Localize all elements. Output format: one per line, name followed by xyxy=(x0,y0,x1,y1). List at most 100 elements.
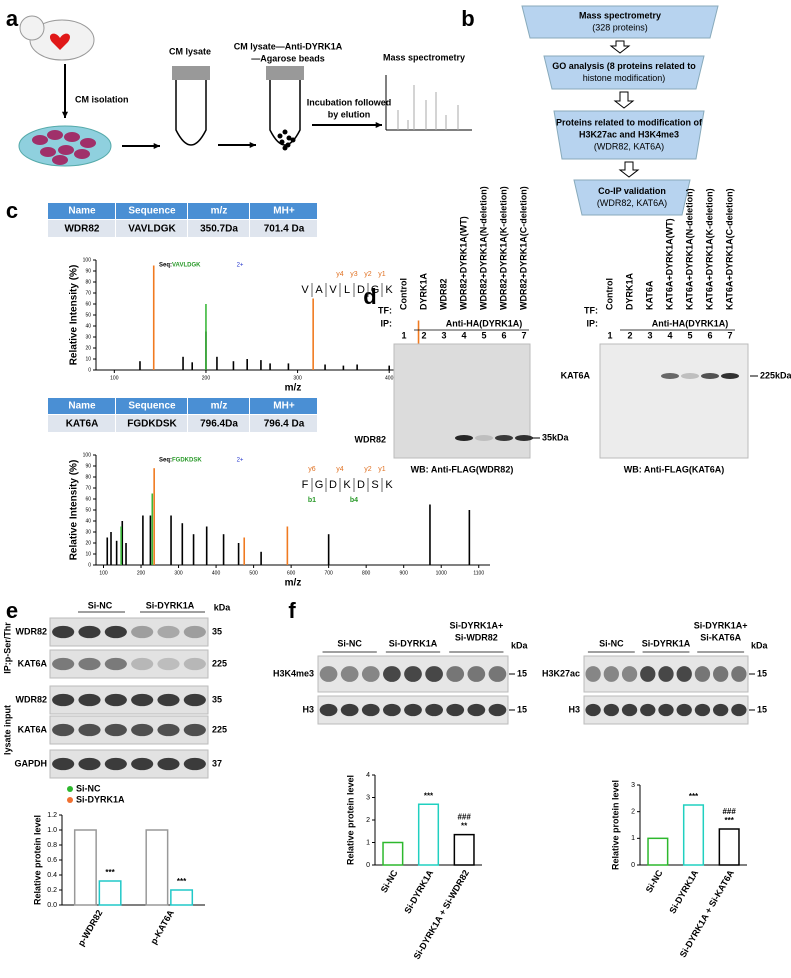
y-tick-label: 0 xyxy=(88,367,91,373)
band xyxy=(361,703,380,717)
lane-number: 1 xyxy=(607,330,612,340)
seq-prefix: Seq: xyxy=(159,263,172,269)
flow-text: (WDR82, KAT6A) xyxy=(594,141,664,151)
y-tick-label: 0 xyxy=(631,862,635,869)
significance: *** xyxy=(105,868,115,877)
mouse-head xyxy=(19,15,45,41)
y-tick-label: 100 xyxy=(83,257,92,263)
y-axis-label: Relative Intensity (%) xyxy=(69,460,80,561)
lane-number: 2 xyxy=(627,330,632,340)
panel-label: c xyxy=(6,198,18,223)
residue: V xyxy=(329,284,337,296)
table-cell xyxy=(48,415,115,432)
x-tick-label: 200 xyxy=(137,570,146,576)
table-header-cell xyxy=(250,398,317,414)
label: CM lysate—Anti-DYRK1A xyxy=(234,41,343,51)
x-axis-label: m/z xyxy=(285,383,302,394)
bead xyxy=(282,145,288,151)
significance: ### xyxy=(722,807,736,816)
x-tick-label: 400 xyxy=(385,375,394,381)
y-tick-label: 0.4 xyxy=(47,872,57,879)
group-label: Si-DYRK1A xyxy=(389,638,438,648)
blot xyxy=(49,685,209,715)
label: Incubation followed xyxy=(307,97,392,107)
y-tick-label: 60 xyxy=(85,301,91,307)
lane-number: 3 xyxy=(647,330,652,340)
heart xyxy=(50,33,70,50)
y-tick-label: 3 xyxy=(631,782,635,789)
band xyxy=(404,703,422,717)
y-tick-label: 1 xyxy=(631,835,635,842)
bar xyxy=(73,829,97,906)
x-tick-label: 300 xyxy=(293,375,302,381)
table-cell: KAT6A xyxy=(66,419,99,430)
bead xyxy=(290,137,296,143)
lane-label: Control xyxy=(398,278,408,310)
blot xyxy=(49,749,209,779)
legend-label: Si-DYRK1A xyxy=(76,794,125,804)
panel-label: d xyxy=(363,284,376,309)
cell xyxy=(74,149,90,159)
band xyxy=(183,723,206,737)
band xyxy=(183,657,206,671)
bar xyxy=(682,804,705,866)
tube-cap xyxy=(172,66,210,80)
band xyxy=(52,693,75,707)
x-tick-label: Si-DYRK1A xyxy=(667,868,700,915)
lane-label: KAT6A xyxy=(644,280,654,310)
row-label: WDR82 xyxy=(15,626,47,636)
lane-label: WDR82+DYRK1A(N-deletion) xyxy=(478,186,488,310)
y-tick-label: 0.2 xyxy=(47,887,57,894)
band xyxy=(425,666,443,682)
y-tick-label: 2 xyxy=(366,817,370,824)
residue: G xyxy=(315,479,324,491)
y-tick-label: 0.8 xyxy=(47,842,57,849)
flow-box xyxy=(573,179,691,216)
y-tick-label: 100 xyxy=(83,452,92,458)
band xyxy=(446,703,465,717)
bar xyxy=(417,803,440,866)
group-label: Si-DYRK1A+ xyxy=(449,620,503,630)
y-tick-label: 70 xyxy=(85,485,91,491)
label: by elution xyxy=(328,109,371,119)
significance: ### xyxy=(457,813,471,822)
residue: F xyxy=(302,479,309,491)
residue: D xyxy=(357,479,365,491)
y-tick-label: 20 xyxy=(85,540,91,546)
x-tick-label: 900 xyxy=(400,570,409,576)
bar xyxy=(98,880,122,906)
x-tick-label: Si-DYRK1A xyxy=(402,868,435,915)
residue: S xyxy=(371,479,378,491)
band xyxy=(78,657,101,671)
lane-label: KAT6A+DYRK1A(K-deletion) xyxy=(704,188,714,310)
y-ion: y6 xyxy=(308,466,316,473)
cell xyxy=(47,130,63,140)
table-header: Name xyxy=(68,206,96,217)
group-label: Si-NC xyxy=(599,638,624,648)
lane-label: KAT6A+DYRK1A(C-deletion) xyxy=(724,188,734,310)
seq: FGDKDSK xyxy=(172,458,202,464)
band xyxy=(721,373,739,379)
row-label: H3 xyxy=(302,704,314,714)
band xyxy=(467,666,486,682)
arrow-head xyxy=(375,121,382,129)
y-ion: y4 xyxy=(336,466,344,473)
b-ion: b4 xyxy=(350,497,358,504)
band xyxy=(104,723,127,737)
panel-label: f xyxy=(288,598,296,623)
y-tick-label: 0 xyxy=(88,562,91,568)
band xyxy=(78,757,101,771)
y-tick-label: 30 xyxy=(85,529,91,535)
marker-label: 225kDa xyxy=(760,370,791,380)
seq: VAVLDGK xyxy=(172,263,201,269)
band xyxy=(475,435,493,441)
lane-number: 6 xyxy=(501,330,506,340)
flow-text: Proteins related to modification of xyxy=(556,117,703,127)
y-tick-label: 2 xyxy=(631,809,635,816)
flow-box xyxy=(543,55,705,90)
band xyxy=(78,723,101,737)
panel-label: a xyxy=(6,6,19,31)
group-label: Si-DYRK1A+ xyxy=(694,620,748,630)
band xyxy=(157,693,180,707)
